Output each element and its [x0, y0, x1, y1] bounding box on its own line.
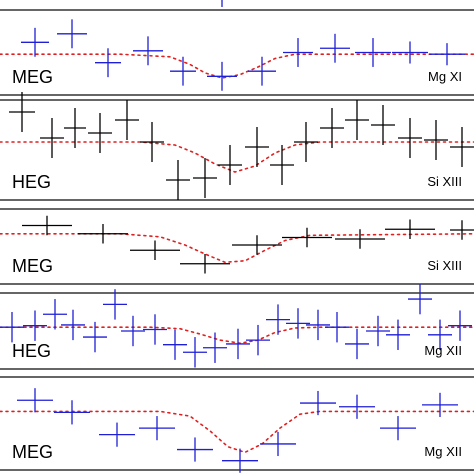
panel-1-ion-label: Mg XI: [428, 69, 462, 84]
panel-1-data-point-6: [207, 61, 237, 91]
panel-3-data-point-5: [232, 235, 282, 255]
panel-4-data-point-23: [448, 310, 472, 341]
panel-4-data-point-3: [43, 299, 67, 330]
panel-1-data-point-11: [392, 41, 428, 64]
panel-3-data-point-8: [385, 219, 435, 239]
panel-5-data-point-11: [422, 392, 458, 417]
panel-2-data-point-18: [450, 127, 474, 167]
panel-2-instrument-label: HEG: [12, 172, 51, 192]
panel-5-data-point-1: [17, 388, 53, 413]
panel-4-data-point-13: [246, 324, 270, 356]
panel-5-data-point-7: [260, 431, 296, 457]
panel-3-data-point-2: [78, 224, 128, 244]
panel-3-model-curve: [0, 233, 474, 264]
panel-2-data-point-6: [140, 122, 164, 162]
panel-5-data-point-8: [300, 390, 336, 416]
panel-4-model-curve: [0, 326, 474, 345]
panel-4-data-point-8: [143, 314, 167, 345]
panel-4-data-point-2: [23, 310, 47, 341]
panel-4-data-point-11: [203, 332, 227, 363]
panel-4-data-point-12: [226, 328, 250, 360]
panel-4-data-point-21: [408, 283, 432, 315]
panel-5-data-point-10: [380, 416, 416, 441]
panel-2-frame: [0, 99, 474, 201]
panel-1-data-point-2: [57, 19, 87, 49]
panel-4-data-point-10: [183, 337, 207, 368]
panel-2-data-point-11: [270, 145, 294, 185]
panel-2-data-point-5: [115, 100, 139, 140]
panel-2-data-point-14: [345, 100, 369, 140]
panel-5-data-point-9: [339, 394, 375, 419]
panel-4-data-point-18: [345, 328, 369, 360]
panel-3-data-point-7: [335, 229, 385, 249]
panel-3-instrument-label: MEG: [12, 256, 53, 276]
panel-3-frame: [0, 208, 474, 285]
panel-4-data-point-9: [163, 329, 187, 360]
panel-1-data-point-1: [21, 27, 49, 57]
panel-4-data-point-15: [286, 308, 310, 339]
panel-5-ion-label: Mg XII: [424, 444, 462, 459]
panel-2-data-point-15: [371, 105, 395, 145]
panel-1-data-point-10: [355, 38, 391, 67]
panel-5-data-point-5: [177, 437, 213, 462]
panel-2-data-point-2: [40, 118, 64, 158]
panel-3-data-point-9: [450, 220, 474, 240]
panel-4-data-point-14: [266, 304, 290, 335]
panel-5-data-point-6: [222, 448, 258, 473]
panel-4-data-point-17: [325, 312, 349, 343]
panel-1-frame: [0, 9, 474, 96]
panel-1-instrument-label: MEG: [12, 67, 53, 87]
panel-5-frame: [0, 376, 474, 471]
panel-2-data-point-8: [193, 158, 217, 198]
panel-4-instrument-label: HEG: [12, 341, 51, 361]
panel-1-model-curve: [0, 53, 474, 79]
panel-1-data-point-3: [95, 48, 121, 78]
panel-1-data-point-12: [429, 43, 465, 66]
panel-4-frame: [0, 292, 474, 370]
panel-4-data-point-19: [366, 315, 390, 347]
panel-5-data-point-4: [139, 416, 175, 441]
panel-4-data-point-22: [428, 319, 452, 350]
panel-1-data-point-4: [133, 36, 163, 66]
panel-1-data-point-5: [170, 56, 196, 86]
panel-2-data-point-10: [245, 127, 269, 167]
panel-2-data-point-3: [64, 108, 86, 148]
panel-5-model-curve: [0, 410, 474, 454]
panel-1-data-point-9: [320, 33, 350, 63]
panel-1-data-point-7: [248, 56, 276, 86]
panel-2-data-point-9: [218, 145, 242, 185]
panel-1-data-point-8: [283, 38, 313, 67]
panel-4-data-point-20: [386, 319, 410, 350]
panel-4-data-point-5: [83, 321, 107, 353]
panel-2-data-point-4: [88, 113, 112, 153]
panel-3-data-point-6: [282, 227, 332, 248]
panel-2-model-curve: [0, 141, 474, 173]
panel-4-data-point-4: [61, 309, 85, 341]
panel-3-ion-label: Si XIII: [427, 258, 462, 273]
panel-5-data-point-3: [99, 422, 135, 447]
panel-3-data-point-4: [180, 254, 230, 274]
panel-4-data-point-6: [103, 289, 127, 320]
panel-4-ion-label: Mg XII: [424, 343, 462, 358]
panel-5-data-point-2: [54, 400, 90, 425]
panel-2-data-point-13: [320, 108, 344, 148]
panel-4-data-point-1: [0, 312, 24, 343]
panel-3-data-point-3: [130, 240, 180, 260]
panel-2-ion-label: Si XIII: [427, 174, 462, 189]
panel-4-data-point-7: [121, 315, 145, 347]
panel-2-data-point-12: [294, 122, 318, 162]
panel-2-data-point-1: [9, 92, 35, 132]
panel-2-data-point-16: [398, 118, 422, 158]
panel-4-data-point-16: [306, 309, 330, 341]
panel-5-instrument-label: MEG: [12, 442, 53, 462]
panel-2-data-point-7: [166, 160, 190, 200]
panel-2-data-point-17: [424, 120, 448, 160]
panel-3-data-point-1: [22, 215, 72, 236]
